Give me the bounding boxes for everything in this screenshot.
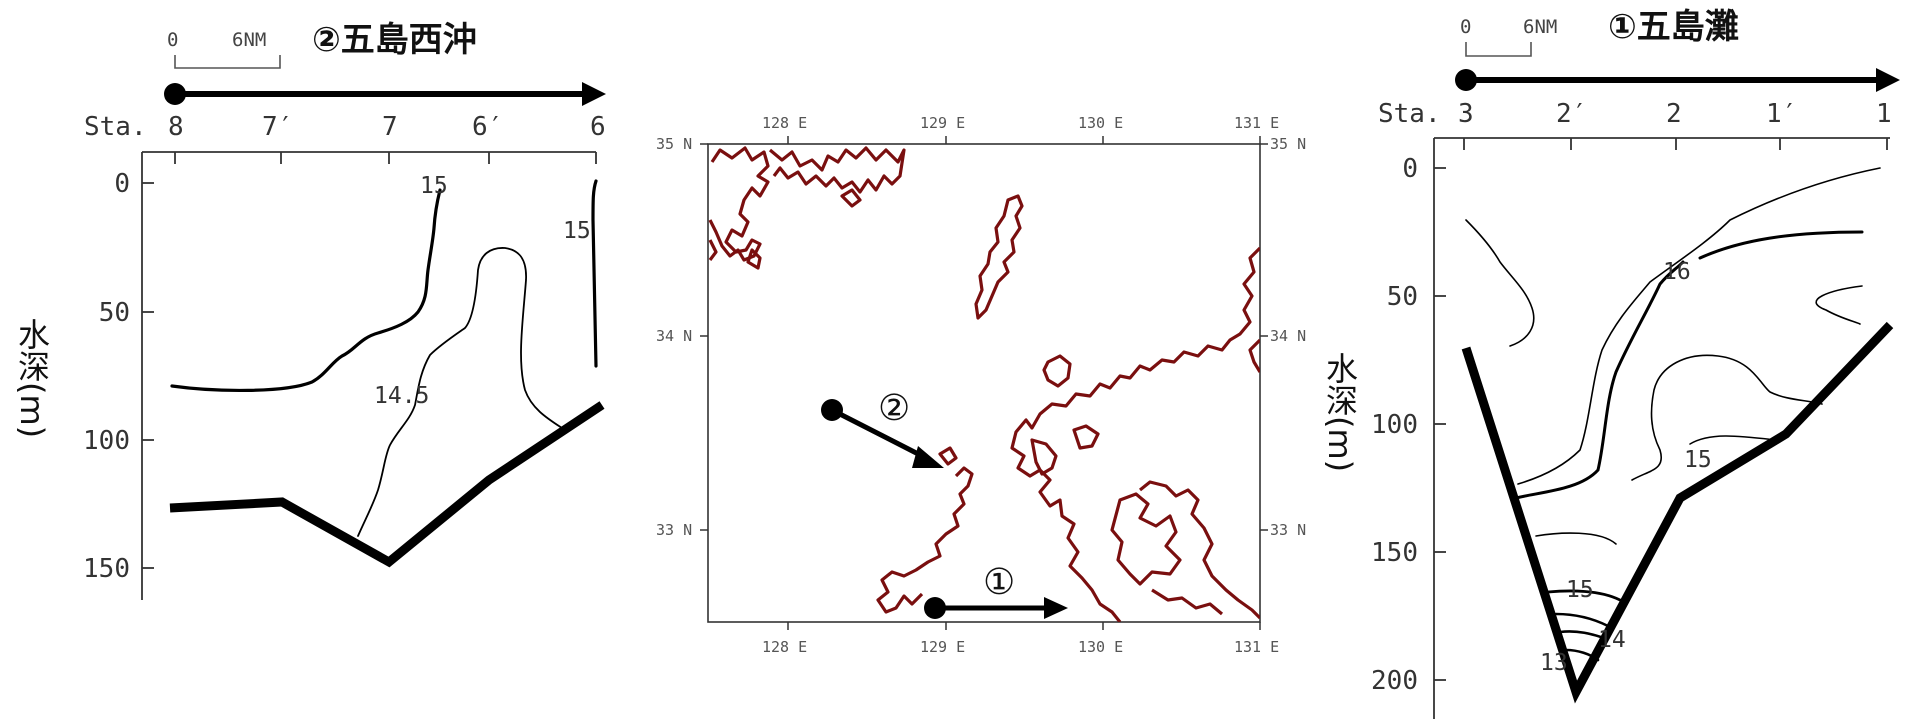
right-section-title: ①五島灘 [1608,7,1739,47]
left-y-tick: 0 [114,169,130,199]
left-station-label: 7 [382,112,398,142]
right-contour-label: 15 [1566,577,1594,603]
map-coastlines [708,146,1260,622]
right-station-label: 2 [1666,99,1682,129]
map-lon-label: 131 E [1234,638,1279,656]
left-station-prefix: Sta. [84,112,147,142]
right-contour-16b [1698,230,1864,260]
map-lon-label: 128 E [762,638,807,656]
map-lon-label: 130 E [1078,114,1123,132]
right-scale-distance: 6NM [1523,16,1557,38]
left-section-title: ②五島西沖 [312,20,477,60]
left-contour-label: 15 [563,218,591,244]
right-station-prefix: Sta. [1378,99,1441,129]
right-station-label: 1′ [1766,99,1797,129]
map-lat-label: 35 N [1270,135,1306,153]
left-y-tick: 150 [83,554,130,584]
left-scale-distance: 6NM [232,29,266,51]
map-lat-label: 33 N [1270,521,1306,539]
map-lat-labels: 35 N 34 N 33 N 35 N 34 N 33 N [656,135,1306,539]
right-contour-16 [1514,260,1685,500]
map-lon-label: 129 E [920,114,965,132]
right-y-axis-label: 水深(m) [1321,352,1359,472]
right-station-label: 1 [1876,99,1892,129]
map-lat-label: 34 N [1270,327,1306,345]
right-contour-15 [1689,435,1777,445]
left-contour-15-right [591,179,598,368]
right-axes [1433,137,1890,719]
right-scale-bar: 0 6NM [1460,16,1557,57]
left-contour-14-5 [357,247,566,537]
right-y-tick: 100 [1371,410,1418,440]
right-section-panel: 0 6NM ①五島灘 Sta. 3 2′ 2 1′ 1 [1321,7,1900,719]
left-station-label: 6 [590,112,606,142]
map-lon-label: 128 E [762,114,807,132]
left-contour-15 [170,188,442,392]
right-station-label: 3 [1458,99,1474,129]
left-contour-labels: 15 15 14.5 [374,173,591,409]
right-y-tick: 200 [1371,666,1418,696]
left-scale-zero: 0 [167,29,178,51]
map-ticks [700,136,1268,630]
map-panel: 128 E 129 E 130 E 131 E 128 E 129 E 130 … [656,114,1306,656]
right-y-tick: 150 [1371,538,1418,568]
right-transect-arrow [1455,68,1900,92]
map-transect-2: ② [821,388,944,468]
right-contours [1465,167,1881,662]
left-y-axis-label: 水深(m) [13,318,51,438]
left-y-tick: 50 [99,298,130,328]
left-axes [141,151,597,600]
right-contour-deep-15 [1535,532,1617,545]
left-y-tick: 100 [83,426,130,456]
right-y-tick: 0 [1402,154,1418,184]
map-transect-1: ① [924,562,1068,619]
right-contour-label: 13 [1540,650,1568,676]
right-contour-label: 15 [1684,447,1712,473]
right-contour-deep-15b [1546,589,1622,602]
left-station-label: 8 [168,112,184,142]
left-transect-arrow [164,82,606,106]
map-lat-label: 34 N [656,327,692,345]
right-y-tick: 50 [1387,282,1418,312]
right-contour-thin-b [1517,167,1881,485]
right-y-ticks: 0 50 100 150 200 [1371,154,1418,696]
right-contour-thin-c [1631,354,1823,481]
left-y-ticks: 0 50 100 150 [83,169,130,584]
left-station-label: 7′ [262,112,293,142]
right-contour-14 [1554,612,1610,628]
map-lon-label: 129 E [920,638,965,656]
map-lat-label: 35 N [656,135,692,153]
left-station-label: 6′ [472,112,503,142]
right-station-label: 2′ [1556,99,1587,129]
left-station-labels: Sta. 8 7′ 7 6′ 6 [84,112,606,142]
right-scale-zero: 0 [1460,16,1471,38]
right-station-labels: Sta. 3 2′ 2 1′ 1 [1378,99,1892,129]
left-scale-bar: 0 6NM [167,29,281,69]
map-lon-labels-bottom: 128 E 129 E 130 E 131 E [762,638,1279,656]
left-section-panel: 0 6NM ②五島西沖 Sta. 8 7′ 7 6′ 6 [13,20,606,600]
right-contour-label: 14 [1598,627,1626,653]
map-lon-labels-top: 128 E 129 E 130 E 131 E [762,114,1279,132]
left-contours [170,179,598,537]
left-bottom-profile [169,401,605,568]
map-marker-1: ① [983,562,1015,603]
left-contour-label: 15 [420,173,448,199]
map-lat-label: 33 N [656,521,692,539]
right-contour-label: 16 [1663,259,1691,285]
map-lon-label: 130 E [1078,638,1123,656]
right-contour-labels: 16 15 15 14 13 [1540,259,1712,676]
right-contour-thin-d [1815,285,1863,325]
left-contour-label: 14.5 [374,383,429,409]
right-contour-thin-a [1465,219,1535,347]
map-marker-2: ② [878,388,910,429]
right-bottom-profile [1461,321,1894,704]
map-lon-label: 131 E [1234,114,1279,132]
